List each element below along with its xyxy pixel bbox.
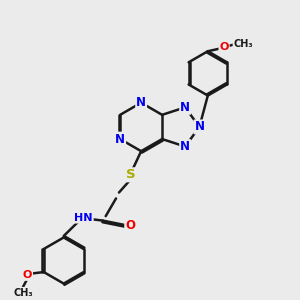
Text: N: N — [180, 101, 190, 114]
Text: HN: HN — [74, 213, 93, 223]
Text: O: O — [23, 270, 32, 280]
Text: N: N — [136, 96, 146, 109]
Text: N: N — [115, 133, 125, 146]
Text: CH₃: CH₃ — [233, 39, 253, 49]
Text: S: S — [126, 168, 136, 181]
Text: CH₃: CH₃ — [13, 288, 33, 298]
Text: N: N — [180, 140, 190, 153]
Text: O: O — [125, 218, 135, 232]
Text: N: N — [194, 120, 204, 134]
Text: O: O — [219, 42, 229, 52]
